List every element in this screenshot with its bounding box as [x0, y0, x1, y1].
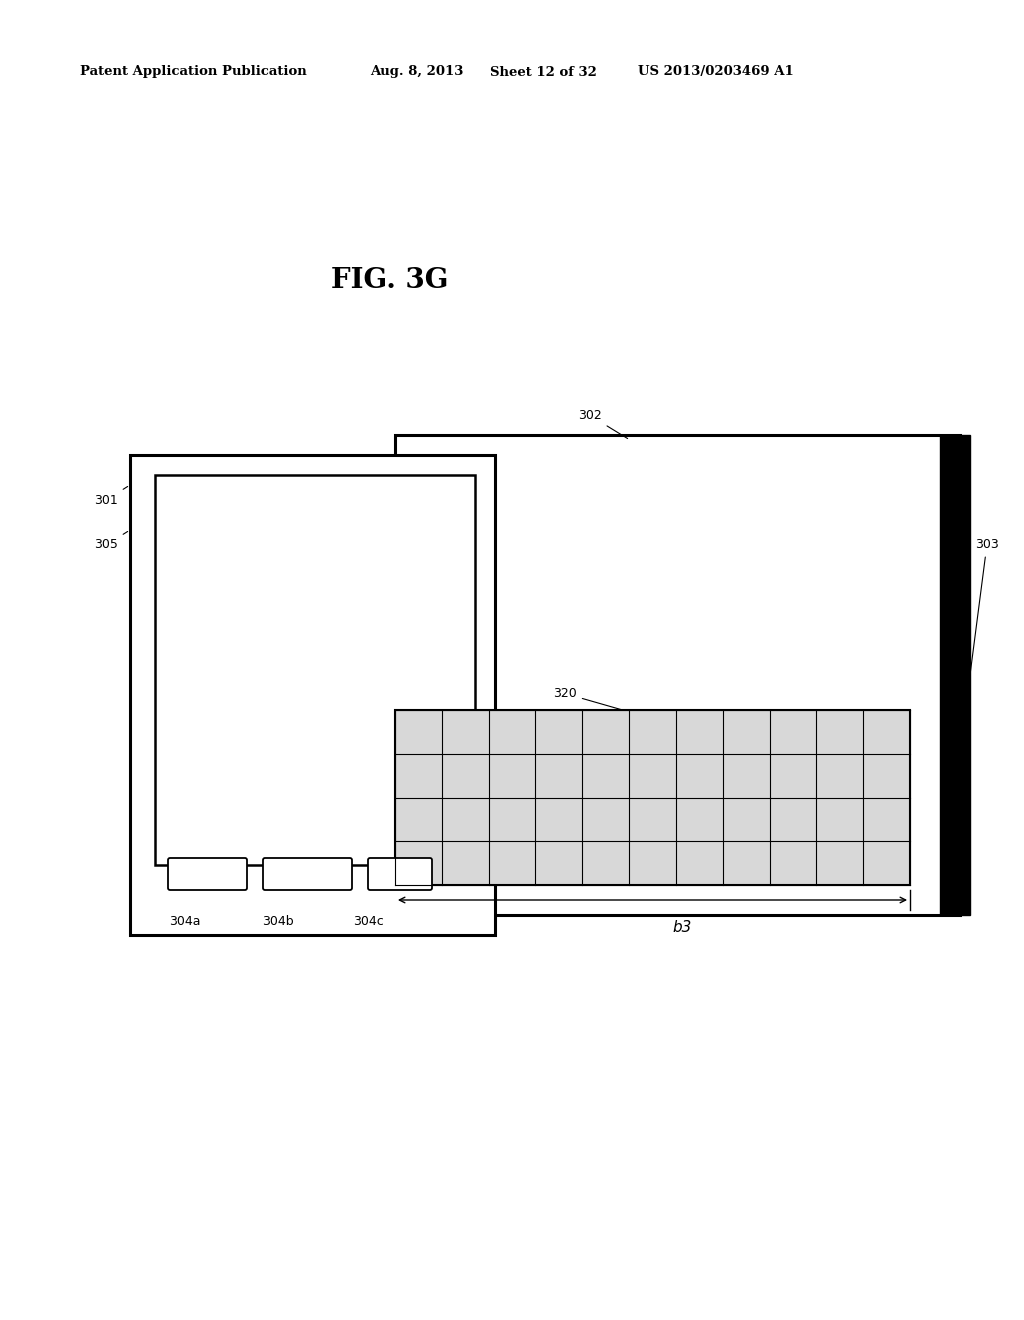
Text: FIG. 3G: FIG. 3G [331, 267, 449, 293]
Text: 301: 301 [94, 487, 128, 507]
Text: Aug. 8, 2013: Aug. 8, 2013 [370, 66, 464, 78]
Text: Sheet 12 of 32: Sheet 12 of 32 [490, 66, 597, 78]
FancyBboxPatch shape [368, 858, 432, 890]
Bar [130, 455, 495, 935]
FancyBboxPatch shape [263, 858, 352, 890]
Text: US 2013/0203469 A1: US 2013/0203469 A1 [638, 66, 794, 78]
Text: 304c: 304c [352, 915, 383, 928]
FancyBboxPatch shape [168, 858, 247, 890]
Bar [940, 436, 970, 915]
Text: 302: 302 [579, 409, 628, 438]
Text: b3: b3 [673, 920, 692, 935]
Text: 304b: 304b [262, 915, 294, 928]
Text: 305: 305 [94, 532, 128, 552]
Text: a: a [246, 612, 255, 627]
Bar [395, 710, 910, 884]
Bar [155, 475, 475, 865]
Bar [395, 436, 961, 915]
Text: 304a: 304a [169, 915, 201, 928]
Text: 303: 303 [971, 539, 998, 672]
Text: Patent Application Publication: Patent Application Publication [80, 66, 307, 78]
Text: 320: 320 [553, 686, 637, 714]
